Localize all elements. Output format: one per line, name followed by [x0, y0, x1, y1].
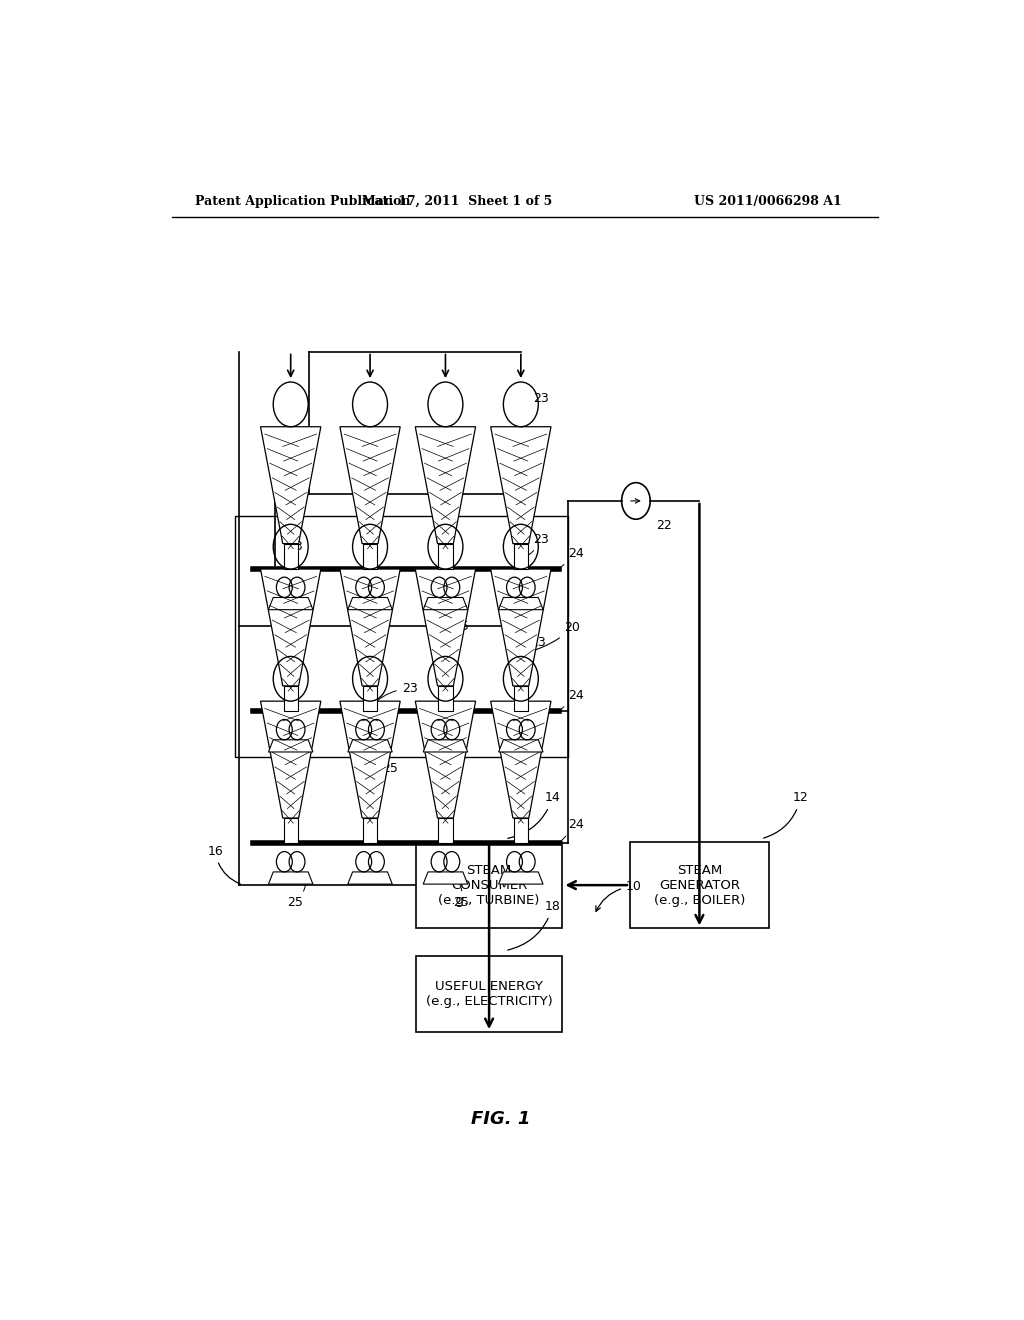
Text: 23: 23 [372, 682, 418, 705]
Text: 25: 25 [287, 610, 304, 634]
Text: USEFUL ENERGY
(e.g., ELECTRICITY): USEFUL ENERGY (e.g., ELECTRICITY) [426, 979, 553, 1008]
Polygon shape [438, 686, 453, 711]
Text: FIG. 1: FIG. 1 [471, 1110, 530, 1129]
Text: Patent Application Publication: Patent Application Publication [196, 194, 411, 207]
Polygon shape [438, 544, 453, 569]
Polygon shape [362, 686, 377, 711]
Polygon shape [499, 873, 543, 884]
Text: 25: 25 [454, 609, 469, 634]
Text: STEAM
GENERATOR
(e.g., BOILER): STEAM GENERATOR (e.g., BOILER) [653, 863, 745, 907]
Polygon shape [499, 598, 543, 610]
Polygon shape [260, 569, 321, 686]
Polygon shape [284, 818, 298, 843]
Polygon shape [340, 426, 400, 544]
Text: 10: 10 [596, 879, 642, 911]
Polygon shape [490, 701, 551, 818]
Text: 18: 18 [508, 900, 560, 950]
Polygon shape [362, 544, 377, 569]
Polygon shape [348, 739, 392, 752]
Polygon shape [514, 686, 528, 711]
Polygon shape [423, 739, 468, 752]
Polygon shape [340, 569, 400, 686]
Polygon shape [348, 598, 392, 610]
Text: 12: 12 [764, 791, 808, 838]
Polygon shape [490, 569, 551, 686]
FancyBboxPatch shape [416, 842, 562, 928]
Polygon shape [423, 873, 468, 884]
Polygon shape [260, 701, 321, 818]
Text: 25: 25 [454, 882, 469, 909]
Text: 14: 14 [508, 791, 560, 838]
Text: 24: 24 [561, 546, 585, 568]
Polygon shape [438, 818, 453, 843]
Text: STEAM
CONSUMER
(e.g., TURBINE): STEAM CONSUMER (e.g., TURBINE) [438, 863, 540, 907]
Polygon shape [416, 701, 475, 818]
Polygon shape [340, 701, 400, 818]
Polygon shape [416, 426, 475, 544]
Polygon shape [284, 544, 298, 569]
Polygon shape [423, 598, 468, 610]
Polygon shape [268, 739, 313, 752]
Text: 24: 24 [561, 818, 585, 841]
Polygon shape [490, 426, 551, 544]
Polygon shape [362, 818, 377, 843]
Polygon shape [514, 818, 528, 843]
Polygon shape [260, 426, 321, 544]
Text: 25: 25 [287, 882, 306, 909]
Text: 24: 24 [561, 689, 585, 709]
FancyBboxPatch shape [416, 956, 562, 1032]
Text: 20: 20 [524, 620, 581, 655]
Polygon shape [499, 739, 543, 752]
Text: 22: 22 [656, 519, 673, 532]
Polygon shape [348, 873, 392, 884]
Text: 23: 23 [532, 392, 549, 405]
Text: US 2011/0066298 A1: US 2011/0066298 A1 [694, 194, 842, 207]
Polygon shape [514, 544, 528, 569]
Text: 23: 23 [287, 540, 302, 568]
Polygon shape [416, 569, 475, 686]
Polygon shape [268, 873, 313, 884]
Text: 23: 23 [523, 532, 549, 558]
FancyBboxPatch shape [630, 842, 769, 928]
Text: Mar. 17, 2011  Sheet 1 of 5: Mar. 17, 2011 Sheet 1 of 5 [362, 194, 553, 207]
Text: 16: 16 [207, 845, 241, 884]
Polygon shape [268, 598, 313, 610]
Polygon shape [284, 686, 298, 711]
Text: 23: 23 [523, 636, 546, 671]
Text: 25: 25 [382, 751, 398, 775]
